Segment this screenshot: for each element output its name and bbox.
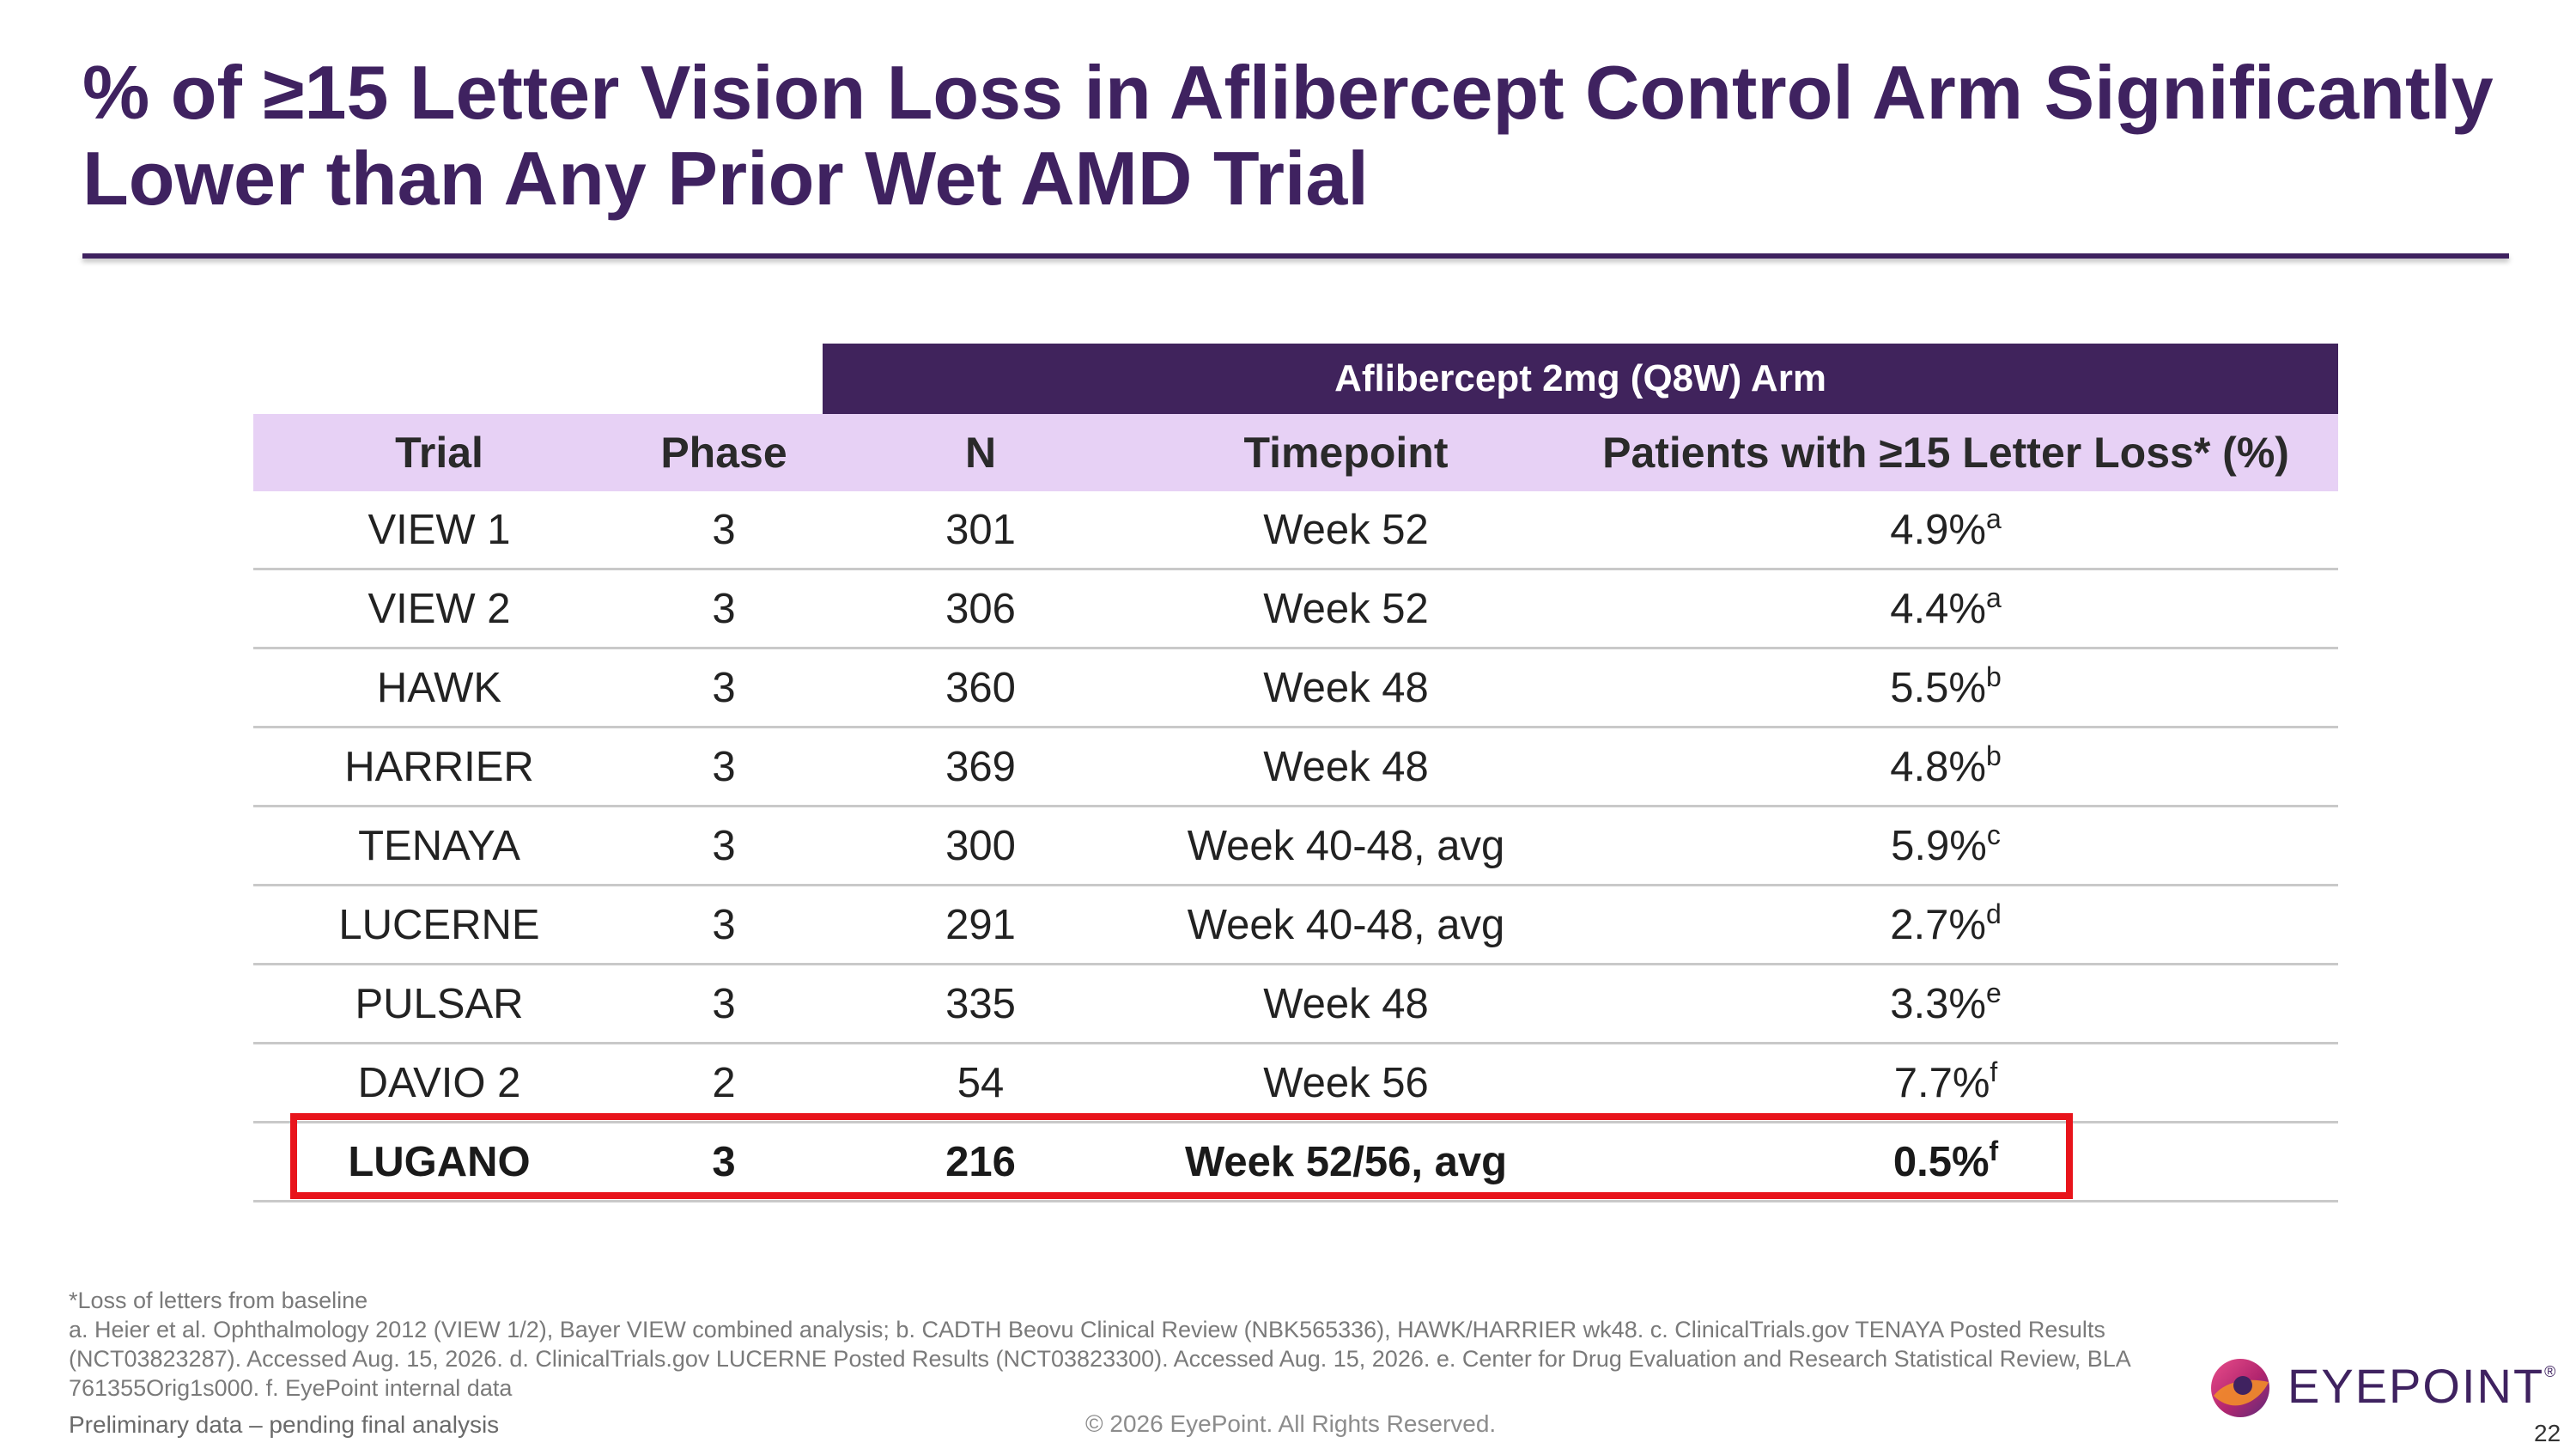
- cell-timepoint: Week 40-48, avg: [1139, 885, 1553, 965]
- cell-trial: LUGANO: [253, 1122, 625, 1202]
- cell-phase: 3: [625, 648, 823, 728]
- cell-trial: PULSAR: [253, 964, 625, 1044]
- cell-phase: 3: [625, 964, 823, 1044]
- column-header-row: Trial Phase N Timepoint Patients with ≥1…: [253, 414, 2339, 491]
- highlight-box: [290, 1113, 2073, 1199]
- cell-n: 306: [823, 569, 1139, 649]
- cell-letter-loss: 4.9%a: [1553, 491, 2339, 570]
- cell-letter-loss: 5.5%b: [1553, 648, 2339, 728]
- cell-trial: DAVIO 2: [253, 1043, 625, 1123]
- footnote-asterisk: *Loss of letters from baseline: [69, 1288, 368, 1313]
- loss-value: 4.8%: [1890, 743, 1986, 790]
- reference-marker: c: [1986, 819, 2001, 850]
- cell-phase: 3: [625, 727, 823, 807]
- reference-marker: b: [1985, 661, 2002, 692]
- col-header-phase: Phase: [625, 414, 823, 491]
- title-divider: [82, 253, 2509, 259]
- table-row: DAVIO 2 2 54 Week 56 7.7%f: [253, 1043, 2339, 1123]
- aflibercept-arm-header: Aflibercept 2mg (Q8W) Arm: [823, 344, 2339, 414]
- cell-trial: HAWK: [253, 648, 625, 728]
- cell-n: 335: [823, 964, 1139, 1044]
- cell-phase: 2: [625, 1043, 823, 1123]
- cell-timepoint: Week 56: [1139, 1043, 1553, 1123]
- cell-n: 369: [823, 727, 1139, 807]
- slide-title: % of ≥15 Letter Vision Loss in Afliberce…: [82, 50, 2494, 221]
- cell-n: 54: [823, 1043, 1139, 1123]
- table-row: TENAYA 3 300 Week 40-48, avg 5.9%c: [253, 806, 2339, 886]
- page-number: 22: [2534, 1420, 2561, 1446]
- loss-value: 4.9%: [1890, 506, 1986, 553]
- col-header-n: N: [823, 414, 1139, 491]
- cell-n: 300: [823, 806, 1139, 886]
- table-row: HAWK 3 360 Week 48 5.5%b: [253, 648, 2339, 728]
- cell-letter-loss: 2.7%d: [1553, 885, 2339, 965]
- cell-timepoint: Week 40-48, avg: [1139, 806, 1553, 886]
- col-header-letter-loss: Patients with ≥15 Letter Loss* (%): [1553, 414, 2339, 491]
- table-row: LUCERNE 3 291 Week 40-48, avg 2.7%d: [253, 885, 2339, 965]
- group-header-row: Aflibercept 2mg (Q8W) Arm: [253, 344, 2339, 414]
- cell-letter-loss: 3.3%e: [1553, 964, 2339, 1044]
- reference-marker: b: [1985, 740, 2002, 771]
- cell-letter-loss: 0.5%f: [1553, 1122, 2339, 1202]
- table-row: HARRIER 3 369 Week 48 4.8%b: [253, 727, 2339, 807]
- table-row: VIEW 1 3 301 Week 52 4.9%a: [253, 491, 2339, 570]
- cell-phase: 3: [625, 491, 823, 570]
- cell-letter-loss: 4.8%b: [1553, 727, 2339, 807]
- cell-trial: LUCERNE: [253, 885, 625, 965]
- cell-timepoint: Week 52: [1139, 491, 1553, 570]
- cell-phase: 3: [625, 806, 823, 886]
- cell-timepoint: Week 52/56, avg: [1139, 1122, 1553, 1202]
- loss-value: 4.4%: [1890, 585, 1986, 632]
- cell-n: 360: [823, 648, 1139, 728]
- col-header-trial: Trial: [253, 414, 625, 491]
- loss-value: 5.9%: [1891, 822, 1987, 869]
- trial-comparison-table: Aflibercept 2mg (Q8W) Arm Trial Phase N …: [253, 344, 2339, 1202]
- cell-timepoint: Week 48: [1139, 648, 1553, 728]
- cell-n: 301: [823, 491, 1139, 570]
- cell-phase: 3: [625, 885, 823, 965]
- cell-trial: VIEW 2: [253, 569, 625, 649]
- reference-marker: f: [1989, 1135, 1999, 1166]
- cell-timepoint: Week 52: [1139, 569, 1553, 649]
- cell-letter-loss: 4.4%a: [1553, 569, 2339, 649]
- cell-timepoint: Week 48: [1139, 727, 1553, 807]
- cell-phase: 3: [625, 569, 823, 649]
- cell-timepoint: Week 48: [1139, 964, 1553, 1044]
- preliminary-note: Preliminary data – pending final analysi…: [69, 1411, 500, 1438]
- reference-marker: a: [1985, 581, 2002, 613]
- table-row-highlighted: LUGANO 3 216 Week 52/56, avg 0.5%f: [253, 1122, 2339, 1202]
- results-table: Aflibercept 2mg (Q8W) Arm Trial Phase N …: [253, 344, 2339, 1202]
- cell-trial: TENAYA: [253, 806, 625, 886]
- cell-n: 291: [823, 885, 1139, 965]
- table-row: PULSAR 3 335 Week 48 3.3%e: [253, 964, 2339, 1044]
- reference-marker: a: [1985, 502, 2002, 534]
- cell-letter-loss: 7.7%f: [1553, 1043, 2339, 1123]
- logo-wordmark-text: EYEPOINT: [2287, 1359, 2545, 1413]
- reference-marker: d: [1985, 898, 2002, 929]
- eyepoint-logo-mark-icon: [2211, 1359, 2269, 1417]
- loss-value: 7.7%: [1893, 1059, 1990, 1106]
- cell-trial: HARRIER: [253, 727, 625, 807]
- cell-n: 216: [823, 1122, 1139, 1202]
- reference-marker: e: [1985, 977, 2002, 1008]
- cell-letter-loss: 5.9%c: [1553, 806, 2339, 886]
- loss-value: 0.5%: [1893, 1138, 1990, 1185]
- logo-wordmark: EYEPOINT®: [2287, 1358, 2557, 1414]
- cell-phase: 3: [625, 1122, 823, 1202]
- logo-registered-mark: ®: [2544, 1363, 2558, 1380]
- loss-value: 5.5%: [1890, 664, 1986, 711]
- footnote-references: a. Heier et al. Ophthalmology 2012 (VIEW…: [69, 1317, 2130, 1401]
- reference-marker: f: [1990, 1056, 1998, 1087]
- copyright-notice: © 2026 EyePoint. All Rights Reserved.: [1085, 1410, 1497, 1437]
- table-row: VIEW 2 3 306 Week 52 4.4%a: [253, 569, 2339, 649]
- col-header-timepoint: Timepoint: [1139, 414, 1553, 491]
- cell-trial: VIEW 1: [253, 491, 625, 570]
- loss-value: 2.7%: [1890, 901, 1986, 948]
- group-header-spacer: [253, 344, 823, 414]
- loss-value: 3.3%: [1890, 980, 1986, 1027]
